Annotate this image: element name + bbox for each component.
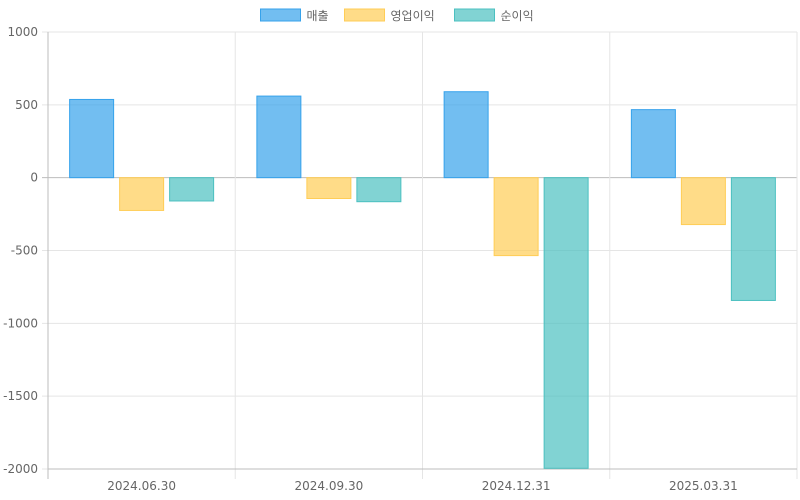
legend-label: 영업이익 bbox=[391, 9, 435, 23]
bar bbox=[730, 177, 776, 301]
bar bbox=[543, 177, 589, 469]
legend-swatch bbox=[344, 8, 385, 22]
bar bbox=[493, 177, 539, 257]
x-tick-label: 2024.12.31 bbox=[482, 479, 551, 493]
x-tick-label: 2024.09.30 bbox=[295, 479, 364, 493]
bar bbox=[306, 177, 352, 199]
y-tick-label: -2000 bbox=[3, 462, 38, 476]
bar bbox=[119, 177, 165, 211]
legend-swatch bbox=[454, 8, 495, 22]
y-tick-label: 0 bbox=[30, 171, 38, 185]
x-tick-label: 2025.03.31 bbox=[669, 479, 738, 493]
bar bbox=[630, 109, 676, 179]
bar bbox=[169, 177, 215, 202]
y-tick-label: -1000 bbox=[3, 316, 38, 330]
bar bbox=[69, 98, 115, 179]
x-tick-label: 2024.06.30 bbox=[107, 479, 176, 493]
legend-label: 순이익 bbox=[501, 9, 534, 23]
y-tick-label: -500 bbox=[11, 244, 38, 258]
y-tick-label: 1000 bbox=[7, 25, 38, 39]
legend-label: 매출 bbox=[307, 9, 329, 23]
legend-swatch bbox=[260, 8, 301, 22]
bar bbox=[356, 177, 402, 203]
y-tick-label: 500 bbox=[15, 98, 38, 112]
bar bbox=[443, 91, 489, 179]
y-tick-label: -1500 bbox=[3, 389, 38, 403]
bar bbox=[256, 95, 302, 179]
bar bbox=[680, 177, 726, 226]
